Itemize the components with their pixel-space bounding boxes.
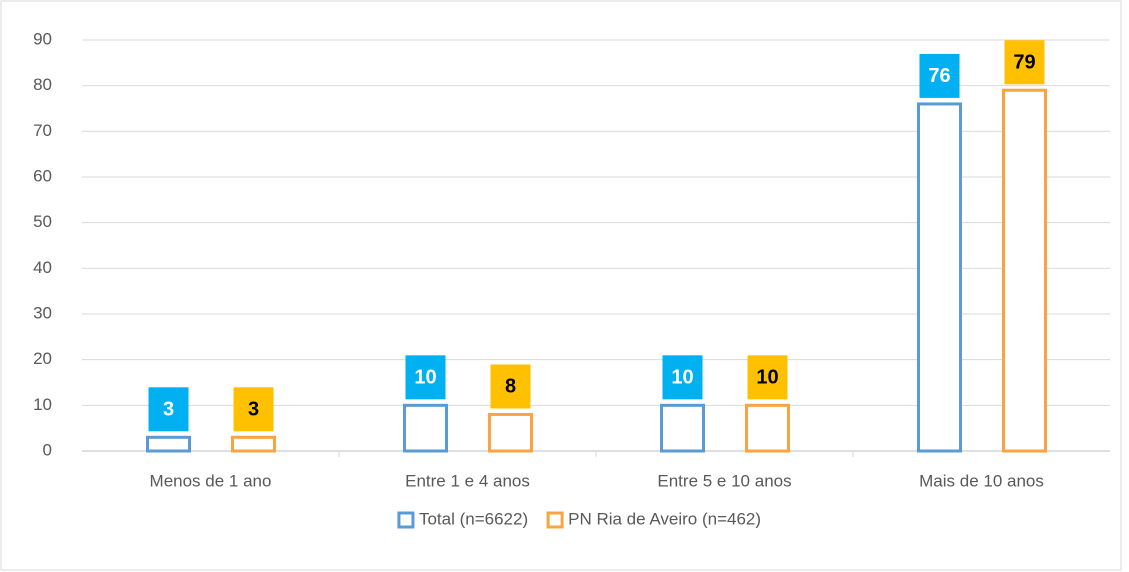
value-label: 3 xyxy=(248,399,259,421)
bar xyxy=(745,403,790,453)
y-tick-label: 40 xyxy=(33,258,52,277)
value-label-box xyxy=(1004,40,1045,85)
bar xyxy=(917,102,962,453)
bar xyxy=(488,412,533,453)
legend-label: PN Ria de Aveiro (n=462) xyxy=(568,509,761,528)
value-label-box xyxy=(662,355,703,400)
y-tick-label: 90 xyxy=(33,29,52,48)
y-tick-label: 20 xyxy=(33,349,52,368)
x-tick-label: Mais de 10 anos xyxy=(919,471,1044,490)
y-tick-label: 30 xyxy=(33,303,52,322)
value-label-box xyxy=(233,387,274,432)
y-tick-label: 80 xyxy=(33,75,52,94)
legend-label: Total (n=6622) xyxy=(419,509,528,528)
value-label: 8 xyxy=(505,376,516,398)
y-tick-label: 60 xyxy=(33,166,52,185)
legend-swatch xyxy=(546,511,564,529)
value-label: 10 xyxy=(756,367,778,389)
value-label-box xyxy=(919,53,960,98)
value-label-box xyxy=(747,355,788,400)
bar xyxy=(403,403,448,453)
y-tick-label: 70 xyxy=(33,121,52,140)
value-label-box xyxy=(148,387,189,432)
bar xyxy=(660,403,705,453)
value-label-box xyxy=(490,364,531,409)
value-label: 3 xyxy=(163,399,174,421)
x-tick-label: Entre 5 e 10 anos xyxy=(657,471,791,490)
bar xyxy=(231,435,276,453)
legend-swatch xyxy=(397,511,415,529)
value-label: 10 xyxy=(414,367,436,389)
x-tick-label: Menos de 1 ano xyxy=(150,471,272,490)
value-label: 76 xyxy=(928,65,950,87)
bar xyxy=(1002,88,1047,453)
y-tick-label: 10 xyxy=(33,395,52,414)
y-tick-label: 0 xyxy=(43,440,52,459)
value-label-box xyxy=(405,355,446,400)
value-label: 10 xyxy=(671,367,693,389)
bar xyxy=(146,435,191,453)
value-label: 79 xyxy=(1013,52,1035,74)
y-tick-label: 50 xyxy=(33,212,52,231)
x-tick-label: Entre 1 e 4 anos xyxy=(405,471,530,490)
